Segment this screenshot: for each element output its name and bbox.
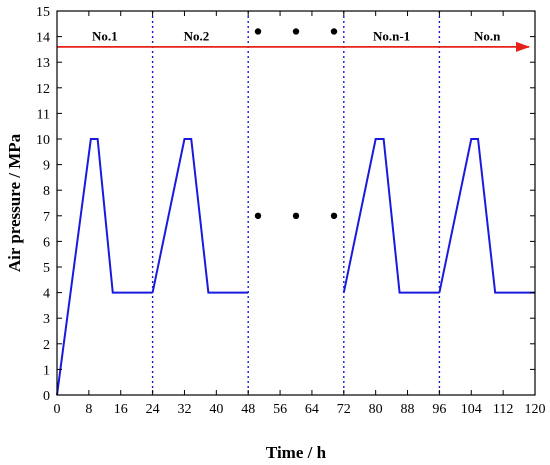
x-tick-label: 64 bbox=[305, 402, 319, 417]
phase-label-2: No.2 bbox=[184, 29, 210, 44]
x-tick-label: 8 bbox=[85, 402, 92, 417]
x-tick-label: 112 bbox=[493, 402, 513, 417]
phase-label-3: No.n-1 bbox=[373, 29, 410, 44]
y-tick-label: 13 bbox=[36, 56, 50, 71]
y-tick-label: 7 bbox=[43, 210, 50, 225]
y-tick-label: 12 bbox=[36, 82, 50, 97]
x-tick-label: 120 bbox=[525, 402, 546, 417]
plot-frame bbox=[56, 10, 536, 396]
x-tick-label: 32 bbox=[177, 402, 191, 417]
ellipsis-dot-1-2 bbox=[292, 28, 300, 35]
phase-label-4: No.n bbox=[474, 29, 501, 44]
y-tick-label: 1 bbox=[43, 363, 50, 378]
phase-label-1: No.1 bbox=[92, 29, 118, 44]
x-tick-label: 72 bbox=[337, 402, 351, 417]
x-tick-label: 56 bbox=[273, 402, 287, 417]
cycle-boundaries bbox=[151, 11, 441, 395]
y-tick-label: 14 bbox=[36, 31, 50, 46]
y-tick-label: 0 bbox=[43, 389, 50, 404]
pressure-cycle-line-3 bbox=[342, 138, 440, 294]
series-layer bbox=[56, 138, 535, 396]
y-tick-label: 9 bbox=[43, 159, 50, 174]
x-tick-label: 40 bbox=[209, 402, 223, 417]
y-tick-label: 6 bbox=[43, 235, 50, 250]
pressure-cycle-line-4 bbox=[438, 138, 535, 294]
y-tick-label: 4 bbox=[43, 287, 50, 302]
ellipsis-dot-1-3 bbox=[330, 28, 338, 35]
y-tick-label: 15 bbox=[36, 5, 50, 20]
x-tick-label: 88 bbox=[401, 402, 415, 417]
ellipsis-markers bbox=[254, 28, 338, 219]
y-tick-label: 2 bbox=[43, 338, 50, 353]
y-tick-label: 10 bbox=[36, 133, 50, 148]
x-tick-label: 24 bbox=[146, 402, 160, 417]
x-tick-label: 96 bbox=[432, 402, 446, 417]
x-tick-label: 104 bbox=[461, 402, 482, 417]
y-axis-title: Air pressure / MPa bbox=[5, 133, 24, 272]
x-tick-label: 80 bbox=[369, 402, 383, 417]
y-tick-label: 8 bbox=[43, 184, 50, 199]
phase-labels: No.1 No.2 No.n-1 No.n bbox=[92, 29, 501, 44]
ellipsis-dot-2-1 bbox=[254, 212, 262, 219]
y-tick-label: 11 bbox=[37, 107, 50, 122]
pressure-cycle-line-1 bbox=[56, 138, 153, 396]
y-tick-label: 5 bbox=[43, 261, 50, 276]
x-axis-title: Time / h bbox=[266, 443, 327, 462]
ellipsis-dot-1-1 bbox=[254, 28, 262, 35]
y-tick-label: 3 bbox=[43, 312, 50, 327]
pressure-cycle-line-2 bbox=[151, 138, 249, 294]
x-axis-ticks: 0 8 16 24 32 40 48 56 64 72 80 88 96 104 112 120 bbox=[54, 11, 546, 417]
x-tick-label: 16 bbox=[114, 402, 128, 417]
ellipsis-dot-2-3 bbox=[330, 212, 338, 219]
x-tick-label: 0 bbox=[54, 402, 61, 417]
x-tick-label: 48 bbox=[241, 402, 255, 417]
ellipsis-dot-2-2 bbox=[292, 212, 300, 219]
